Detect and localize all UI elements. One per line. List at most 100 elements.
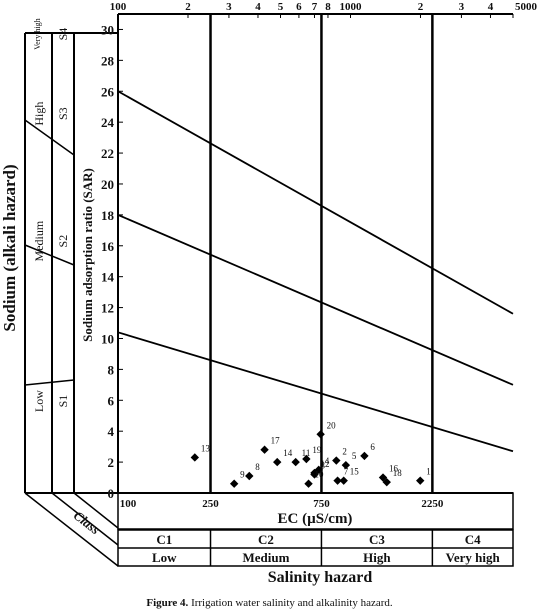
y-axis-label: Sodium adsorption ratio (SAR): [80, 168, 95, 342]
data-point: [360, 451, 369, 461]
top-tick-label: 100: [110, 1, 127, 13]
top-tick-label: 4: [488, 1, 494, 13]
x-axis-label: EC (µS/cm): [278, 511, 353, 527]
y-tick-label: 12: [101, 301, 114, 316]
figure-caption-text: Irrigation water salinity and alkalinity…: [191, 597, 393, 609]
sodium-class-code: S1: [56, 395, 70, 408]
data-point-label: 1: [426, 467, 431, 477]
y-tick-label: 28: [101, 53, 115, 68]
top-tick-label: 7: [312, 1, 318, 13]
bottom-tick-label: 2250: [421, 498, 444, 510]
salinity-hazard-title: Salinity hazard: [268, 569, 373, 586]
data-point-label: 15: [350, 467, 360, 477]
salinity-class-table-frame: [24, 492, 514, 567]
y-tick-label: 30: [101, 22, 114, 37]
data-point: [333, 476, 342, 485]
data-point-label: 7: [344, 467, 349, 477]
data-point: [273, 457, 282, 467]
salinity-class-name: Very high: [446, 550, 501, 565]
data-point-label: 13: [201, 443, 211, 453]
salinity-class-code: C1: [156, 532, 172, 547]
salinity-class-name: Medium: [243, 550, 290, 565]
data-point: [291, 457, 300, 467]
data-point: [341, 460, 351, 470]
bottom-tick-label: 100: [120, 498, 137, 510]
sodium-hazard-line: [117, 90, 514, 315]
top-tick-label: 3: [459, 1, 465, 13]
data-point-label: 16: [389, 464, 399, 474]
data-point-label: 8: [255, 462, 260, 472]
y-tick-label: 4: [108, 424, 115, 439]
top-tick-label: 5000: [515, 1, 538, 13]
data-point: [304, 479, 313, 488]
data-point-label: 14: [283, 448, 293, 458]
sodium-hazard-line: [117, 214, 514, 386]
data-point-label: 20: [327, 420, 337, 430]
data-point-label: 12: [320, 459, 329, 469]
figure-caption-label: Figure 4.: [146, 597, 189, 609]
top-tick-label: 4: [255, 1, 261, 13]
bottom-tick-label: 750: [313, 498, 330, 510]
salinity-class-name: High: [363, 550, 391, 565]
top-tick-label: 5: [278, 1, 284, 13]
left-frame: [24, 32, 118, 494]
data-point-label: 18: [393, 468, 403, 478]
bottom-tick-label: 250: [202, 498, 219, 510]
data-point-label: 3: [320, 460, 325, 470]
sodium-class-name: Low: [32, 390, 46, 412]
y-tick-label: 6: [108, 393, 115, 408]
data-point-label: 9: [240, 470, 245, 480]
y-tick-label: 10: [101, 331, 114, 346]
y-tick-label: 22: [101, 146, 114, 161]
data-point: [310, 468, 319, 478]
salinity-class-code: C2: [258, 532, 274, 547]
data-point: [245, 471, 254, 481]
sodium-class-name: Medium: [32, 220, 46, 261]
sodium-class-code: S3: [56, 107, 70, 120]
y-tick-label: 16: [101, 239, 115, 254]
top-tick-label: 6: [296, 1, 302, 13]
data-point: [316, 430, 325, 439]
sodium-class-name: High: [32, 102, 46, 126]
data-point: [339, 476, 348, 485]
data-point-label: 2: [342, 447, 347, 457]
y-tick-label: 2: [108, 455, 115, 470]
data-point-label: 4: [325, 456, 330, 466]
plot-frame: [117, 13, 513, 494]
sodium-class-boundaries: [24, 119, 75, 386]
data-point-label: 5: [352, 451, 357, 461]
sodium-class-name: Very high: [33, 18, 42, 49]
y-tick-label: 20: [101, 177, 114, 192]
sodium-class-code: S4: [56, 28, 70, 41]
top-tick-label: 3: [226, 1, 232, 13]
sodium-hazard-line: [117, 331, 514, 453]
y-tick-label: 14: [101, 270, 115, 285]
y-tick-label: 0: [108, 486, 115, 501]
top-tick-label: 2: [185, 1, 191, 13]
data-point: [229, 479, 239, 488]
y-tick-label: 18: [101, 208, 115, 223]
data-point: [260, 445, 269, 454]
y-tick-label: 26: [101, 84, 115, 99]
data-point: [190, 453, 200, 462]
salinity-class-code: C4: [465, 532, 481, 547]
data-point-label: 17: [271, 436, 281, 446]
y-tick-label: 8: [108, 362, 115, 377]
data-point-label: 11: [302, 448, 311, 458]
data-point-label: 19: [312, 445, 322, 455]
figure-caption: Figure 4. Irrigation water salinity and …: [0, 597, 539, 609]
salinity-class-name: Low: [152, 550, 177, 565]
y-tick-label: 24: [101, 115, 115, 130]
data-point: [416, 476, 425, 485]
data-point: [382, 477, 391, 487]
top-tick-label: 2: [418, 1, 424, 13]
plot-layer: [117, 14, 514, 566]
top-tick-label: 8: [325, 1, 331, 13]
salinity-class-code: C3: [369, 532, 385, 547]
data-point-label: 6: [370, 442, 375, 452]
data-point: [302, 454, 311, 464]
left-axis-label: Sodium (alkali hazard): [0, 164, 19, 331]
top-tick-label: 1000: [339, 1, 362, 13]
